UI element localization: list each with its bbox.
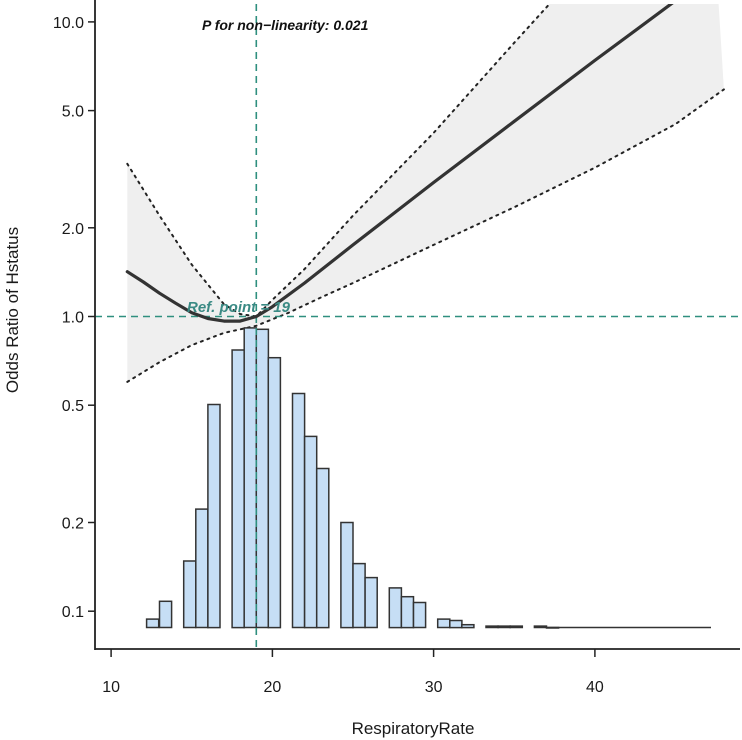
histogram-bar bbox=[145, 618, 160, 629]
y-tick-label: 0.1 bbox=[62, 604, 84, 621]
y-tick-label: 0.2 bbox=[62, 516, 84, 533]
confidence-band bbox=[127, 4, 724, 382]
x-tick-label: 10 bbox=[102, 679, 120, 696]
histogram-bar bbox=[195, 508, 209, 629]
p-nonlinearity-annotation: P for non−linearity: 0.021 bbox=[202, 17, 369, 33]
y-tick-label: 10.0 bbox=[53, 15, 84, 32]
histogram-bar bbox=[436, 618, 451, 629]
histogram-bar bbox=[388, 587, 403, 629]
histogram-bar bbox=[303, 435, 318, 629]
x-tick-label: 30 bbox=[425, 679, 443, 696]
histogram-bar bbox=[352, 562, 366, 629]
histogram-bar bbox=[291, 392, 306, 629]
y-tick-label: 5.0 bbox=[62, 104, 84, 121]
histogram-bar bbox=[412, 601, 427, 629]
x-axis-title: RespiratoryRate bbox=[352, 719, 475, 738]
x-tick-label: 40 bbox=[586, 679, 604, 696]
y-tick-label: 1.0 bbox=[62, 310, 84, 327]
histogram-bar bbox=[449, 619, 463, 629]
y-axis-title: Odds Ratio of Hstatus bbox=[3, 227, 22, 393]
histogram bbox=[145, 327, 560, 629]
histogram-bar bbox=[509, 625, 524, 629]
x-axis-ticks: 10 20 30 40 bbox=[102, 649, 604, 696]
y-axis-ticks: 0.1 0.2 0.5 1.0 2.0 5.0 10.0 bbox=[53, 15, 95, 621]
histogram-bar bbox=[340, 521, 354, 629]
histogram-bar bbox=[315, 467, 330, 629]
histogram-bar bbox=[364, 576, 378, 629]
histogram-bar bbox=[267, 356, 282, 629]
ci-lower-line bbox=[126, 88, 725, 383]
histogram-bar bbox=[485, 625, 499, 629]
y-tick-label: 0.5 bbox=[62, 398, 84, 415]
histogram-bar bbox=[243, 327, 258, 629]
histogram-bar bbox=[182, 560, 197, 629]
histogram-bar bbox=[533, 625, 548, 629]
histogram-bar bbox=[461, 623, 475, 629]
ci-upper-line bbox=[126, 4, 551, 318]
histogram-bar bbox=[231, 349, 245, 629]
histogram-bar bbox=[158, 600, 173, 629]
x-tick-label: 20 bbox=[264, 679, 282, 696]
histogram-bar bbox=[497, 625, 511, 629]
y-tick-label: 2.0 bbox=[62, 221, 84, 238]
histogram-bar bbox=[255, 328, 270, 629]
spline-curve bbox=[125, 4, 674, 323]
ref-point-annotation: Ref. point = 19 bbox=[187, 299, 291, 316]
histogram-bar bbox=[400, 595, 415, 629]
histogram-bar bbox=[207, 403, 221, 629]
